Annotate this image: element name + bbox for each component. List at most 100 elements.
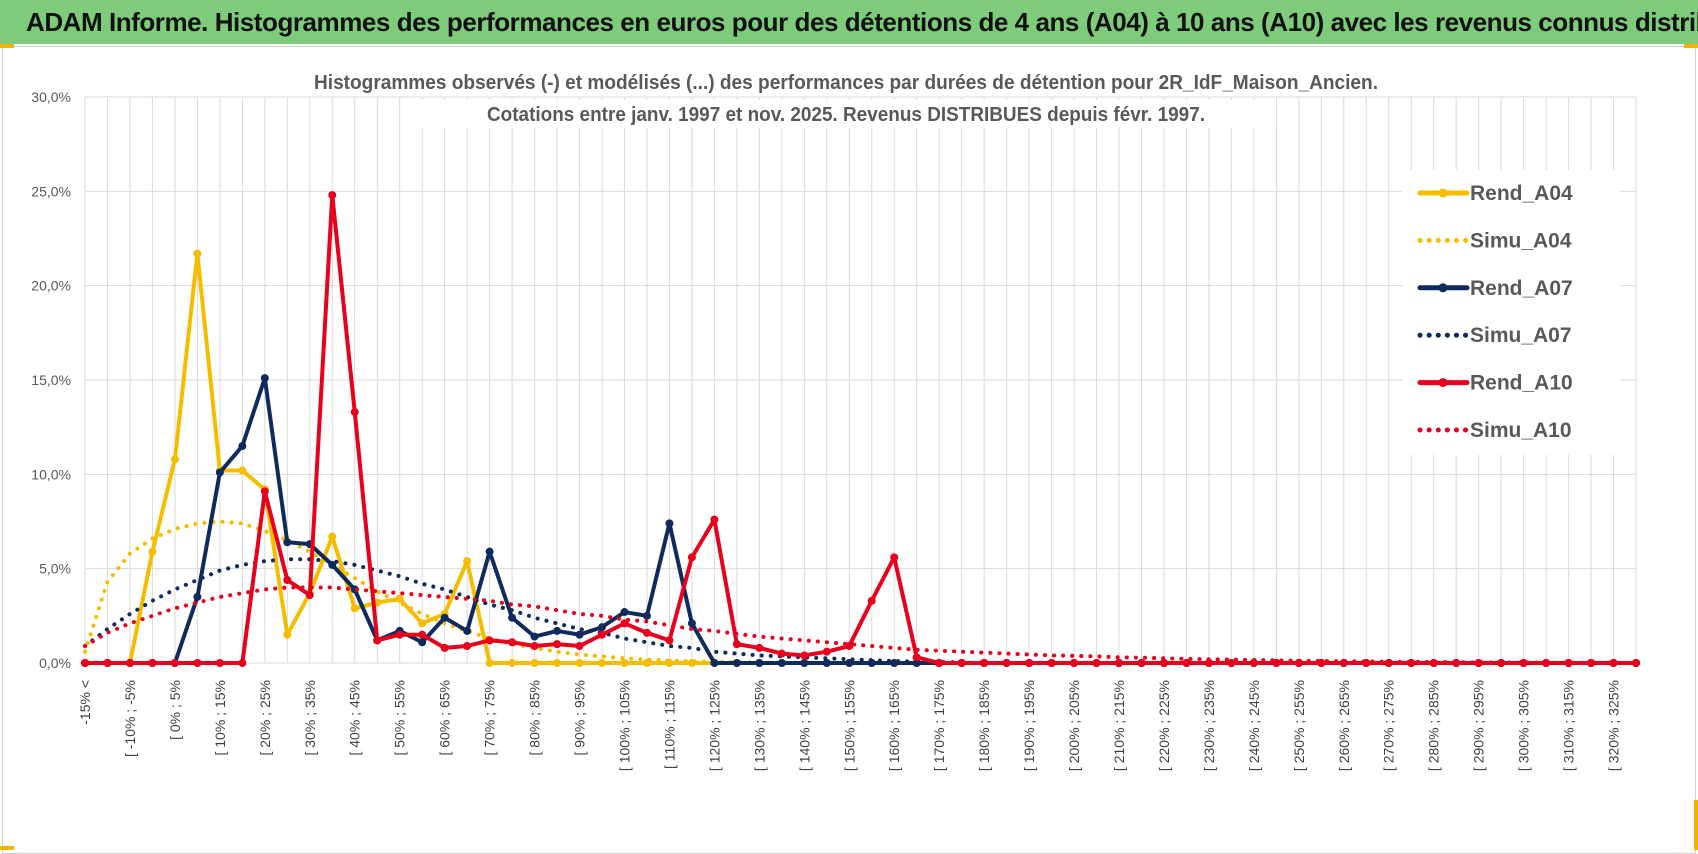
point-rend-a07 <box>463 626 472 635</box>
point-rend-a10 <box>777 649 786 658</box>
point-rend-a10 <box>350 408 359 417</box>
point-rend-a10 <box>418 630 427 639</box>
point-rend-a10 <box>463 642 472 651</box>
point-rend-a10 <box>1519 659 1528 667</box>
corner-mark-top-right <box>1684 44 1698 48</box>
point-rend-a10 <box>642 628 651 637</box>
point-rend-a04 <box>575 659 584 667</box>
legend-label-rend-a07: Rend_A07 <box>1470 277 1573 300</box>
point-rend-a10 <box>1632 659 1640 667</box>
point-rend-a04 <box>508 659 517 667</box>
point-rend-a10 <box>530 642 539 651</box>
point-rend-a04 <box>283 630 292 639</box>
point-rend-a07 <box>508 613 517 622</box>
x-tick-label: [ 30% ; 35% <box>302 680 318 756</box>
point-rend-a10 <box>1564 659 1573 667</box>
point-rend-a10 <box>1159 659 1168 667</box>
point-rend-a07 <box>598 623 606 632</box>
point-rend-a07 <box>642 611 651 620</box>
x-tick-label: [ 160% ; 165% <box>886 680 902 771</box>
x-tick-label: [ 0% ; 5% <box>167 680 183 740</box>
x-tick-label: [ 190% ; 195% <box>1021 680 1037 771</box>
x-tick-label: [ -10% ; -5% <box>122 680 138 757</box>
point-rend-a10 <box>1025 659 1034 667</box>
point-rend-a10 <box>845 642 854 651</box>
point-rend-a07 <box>530 632 539 641</box>
x-tick-label: [ 320% ; 325% <box>1606 680 1622 771</box>
point-rend-a04 <box>620 659 629 667</box>
x-tick-label: [ 280% ; 285% <box>1426 680 1442 771</box>
point-rend-a07 <box>755 659 764 667</box>
x-tick-label: [ 10% ; 15% <box>212 680 228 756</box>
legend-label-simu-a04: Simu_A04 <box>1470 229 1572 252</box>
point-rend-a10 <box>1137 659 1146 667</box>
point-rend-a10 <box>732 640 741 649</box>
point-rend-a10 <box>328 191 337 200</box>
point-rend-a10 <box>912 653 921 662</box>
point-rend-a10 <box>1227 659 1236 667</box>
point-rend-a10 <box>215 659 224 667</box>
legend: Rend_A04 Simu_A04 Rend_A07 Simu_A07 Rend_A10… <box>1402 170 1620 455</box>
point-rend-a10 <box>867 596 876 605</box>
banner-title: ADAM Informe. Histogrammes des performan… <box>0 0 1698 44</box>
corner-mark-top-left <box>0 44 14 48</box>
series-line-simu-a04 <box>83 519 1638 665</box>
series-layer <box>81 191 1640 667</box>
point-rend-a07 <box>485 547 494 556</box>
corner-mark-bottom-right <box>1694 800 1698 850</box>
x-axis: -15% < [ -10% ; -5% [ 0% ; 5% [ 10% ; 15% [ … <box>77 680 1622 771</box>
y-tick-label: 10,0% <box>31 466 71 482</box>
x-tick-label: [ 210% ; 215% <box>1111 680 1127 771</box>
point-rend-a10 <box>957 659 966 667</box>
point-rend-a10 <box>238 659 247 667</box>
point-rend-a07 <box>553 626 562 635</box>
x-tick-label: [ 270% ; 275% <box>1381 680 1397 771</box>
point-rend-a07 <box>822 659 831 667</box>
point-rend-a10 <box>125 659 134 667</box>
point-rend-a10 <box>1092 659 1101 667</box>
y-tick-label: 25,0% <box>31 183 71 199</box>
point-rend-a10 <box>103 659 112 667</box>
x-tick-label: [ 110% ; 115% <box>661 680 677 769</box>
point-rend-a10 <box>440 643 449 652</box>
point-rend-a10 <box>1070 659 1079 667</box>
point-rend-a04 <box>328 532 337 541</box>
point-rend-a07 <box>845 659 854 667</box>
legend-label-rend-a10: Rend_A10 <box>1470 372 1573 395</box>
point-rend-a10 <box>755 643 764 652</box>
point-rend-a10 <box>1047 659 1056 667</box>
legend-marker-rend-a07 <box>1438 283 1448 293</box>
point-rend-a10 <box>687 553 696 562</box>
point-rend-a10 <box>620 619 629 628</box>
point-rend-a10 <box>1609 659 1618 667</box>
point-rend-a10 <box>800 651 809 660</box>
point-rend-a10 <box>81 659 89 667</box>
x-tick-label: [ 260% ; 265% <box>1336 680 1352 771</box>
point-rend-a04 <box>148 547 157 556</box>
point-rend-a04 <box>193 249 202 258</box>
point-rend-a10 <box>665 636 674 645</box>
x-tick-label: [ 20% ; 25% <box>257 680 273 756</box>
point-rend-a10 <box>260 487 269 496</box>
y-tick-label: 0,0% <box>39 655 71 671</box>
point-rend-a04 <box>395 594 404 603</box>
chart-title-bg <box>416 68 1276 96</box>
point-rend-a10 <box>373 636 382 645</box>
point-rend-a07 <box>440 613 449 622</box>
y-tick-label: 20,0% <box>31 278 71 294</box>
x-tick-label: -15% < <box>77 680 93 725</box>
point-rend-a10 <box>890 553 899 562</box>
point-rend-a07 <box>732 659 741 667</box>
x-tick-label: [ 80% ; 85% <box>527 680 543 756</box>
point-rend-a10 <box>508 638 517 647</box>
y-axis: 0,0% 5,0% 10,0% 15,0% 20,0% 25,0% 30,0% <box>31 89 71 671</box>
point-rend-a10 <box>1115 659 1123 667</box>
point-rend-a07 <box>215 468 224 477</box>
x-tick-label: [ 40% ; 45% <box>347 680 363 756</box>
point-rend-a10 <box>1204 659 1213 667</box>
point-rend-a10 <box>395 630 404 639</box>
point-rend-a10 <box>305 591 314 600</box>
legend-label-rend-a04: Rend_A04 <box>1470 182 1573 205</box>
point-rend-a10 <box>485 636 494 645</box>
